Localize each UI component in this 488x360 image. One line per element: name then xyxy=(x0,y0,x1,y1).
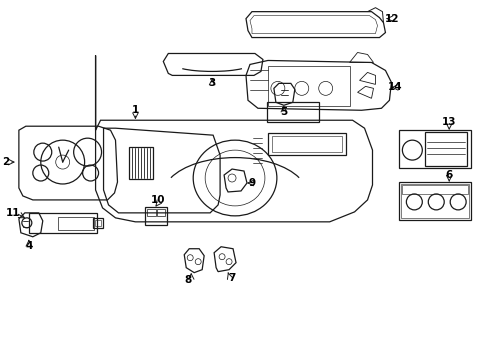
Bar xyxy=(129,147,153,179)
Bar xyxy=(58,217,93,230)
Bar xyxy=(271,136,341,152)
Text: 6: 6 xyxy=(445,170,452,180)
Bar xyxy=(94,220,101,226)
Bar xyxy=(266,102,318,122)
Bar xyxy=(147,209,156,216)
Bar xyxy=(401,184,468,218)
Bar xyxy=(402,185,467,194)
Bar xyxy=(29,213,96,233)
Text: 10: 10 xyxy=(151,195,165,205)
Text: 2: 2 xyxy=(2,157,10,167)
Bar xyxy=(267,133,345,155)
Text: 12: 12 xyxy=(385,14,399,24)
Bar xyxy=(399,182,470,220)
Bar xyxy=(157,209,165,216)
Text: 1: 1 xyxy=(132,105,139,115)
Text: 8: 8 xyxy=(184,275,191,285)
Text: 14: 14 xyxy=(387,82,402,93)
Bar xyxy=(92,218,102,228)
Bar xyxy=(145,207,167,225)
Text: 9: 9 xyxy=(248,178,255,188)
Text: 3: 3 xyxy=(208,78,215,88)
Text: 5: 5 xyxy=(280,107,287,117)
Text: 4: 4 xyxy=(25,241,33,251)
Text: 13: 13 xyxy=(441,117,455,127)
Text: 7: 7 xyxy=(228,273,235,283)
Text: 11: 11 xyxy=(6,208,20,218)
Bar xyxy=(399,130,470,168)
Bar xyxy=(425,132,466,166)
Bar xyxy=(267,67,349,106)
